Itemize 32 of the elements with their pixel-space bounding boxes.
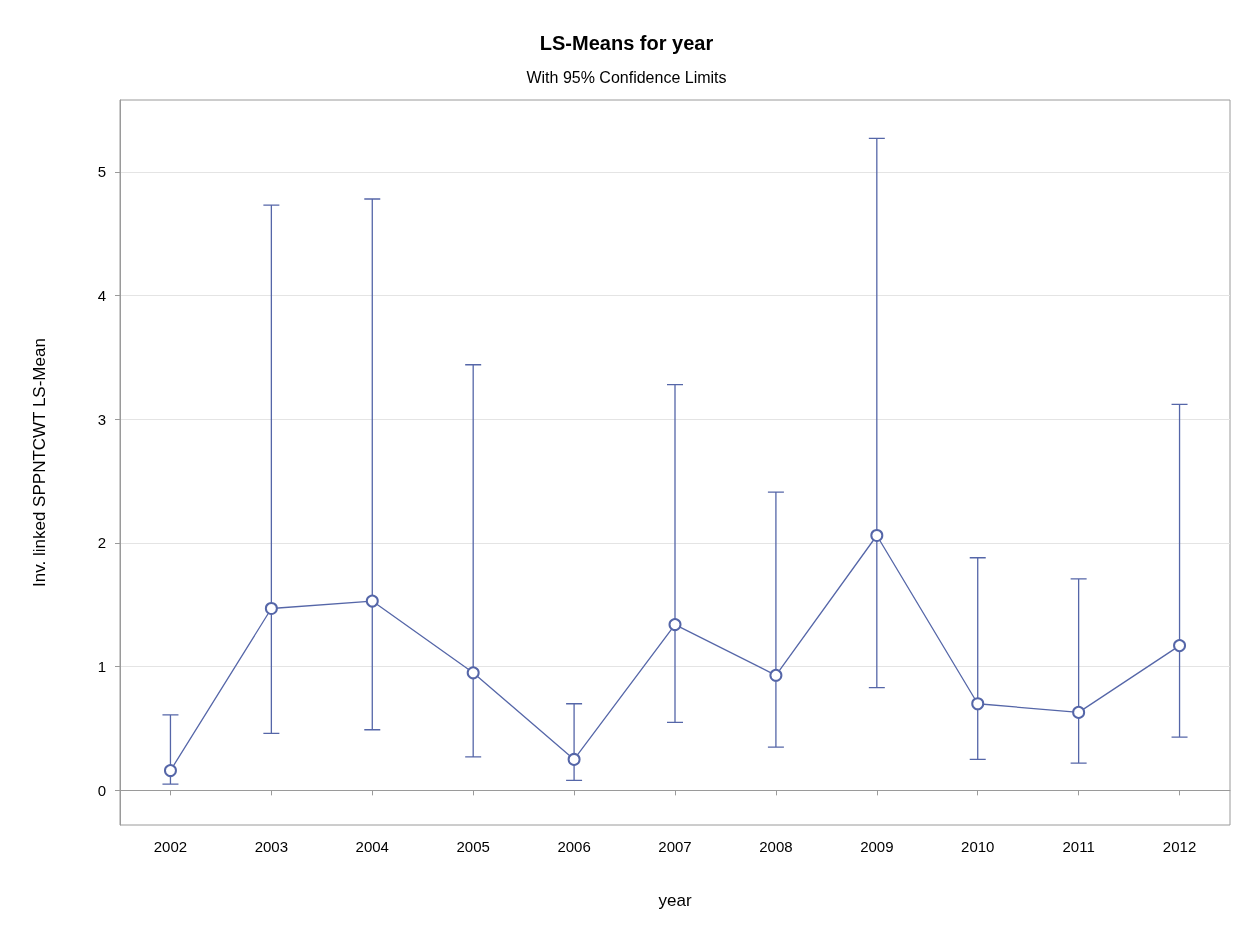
x-tick-label: 2006 (557, 838, 591, 855)
point (163, 764, 177, 778)
x-tick-label: 2012 (1162, 838, 1197, 855)
y-tick-label: 3 (97, 410, 106, 428)
x-tick-label: 2005 (456, 838, 490, 855)
x-tick-label: 2002 (153, 838, 188, 855)
point (365, 594, 379, 608)
x-tick-label: 2009 (860, 838, 894, 855)
x-axis-title: year (658, 891, 692, 910)
y-tick-label: 1 (97, 658, 106, 676)
point (466, 666, 480, 680)
point (870, 529, 884, 542)
chart-title: LS-Means for year (539, 32, 714, 54)
x-tick-label: 2011 (1062, 838, 1095, 855)
point (567, 752, 581, 766)
y-tick-label: 2 (97, 534, 106, 552)
y-axis-title: Inv. linked SPPNTCWT LS-Mean (30, 338, 49, 587)
point (1072, 705, 1086, 719)
point (1173, 639, 1187, 653)
point (668, 618, 682, 632)
point (264, 601, 278, 615)
point (971, 697, 985, 711)
point (769, 668, 783, 682)
x-tick-label: 2004 (355, 838, 389, 855)
chart-subtitle: With 95% Confidence Limits (526, 68, 727, 86)
y-tick-label: 4 (97, 286, 106, 304)
x-tick-label: 2008 (759, 838, 793, 855)
x-tick-label: 2010 (961, 838, 995, 855)
x-tick-label: 2003 (254, 838, 289, 855)
y-tick-label: 0 (97, 781, 106, 799)
y-tick-label: 5 (97, 163, 106, 181)
x-tick-label: 2007 (658, 838, 692, 855)
